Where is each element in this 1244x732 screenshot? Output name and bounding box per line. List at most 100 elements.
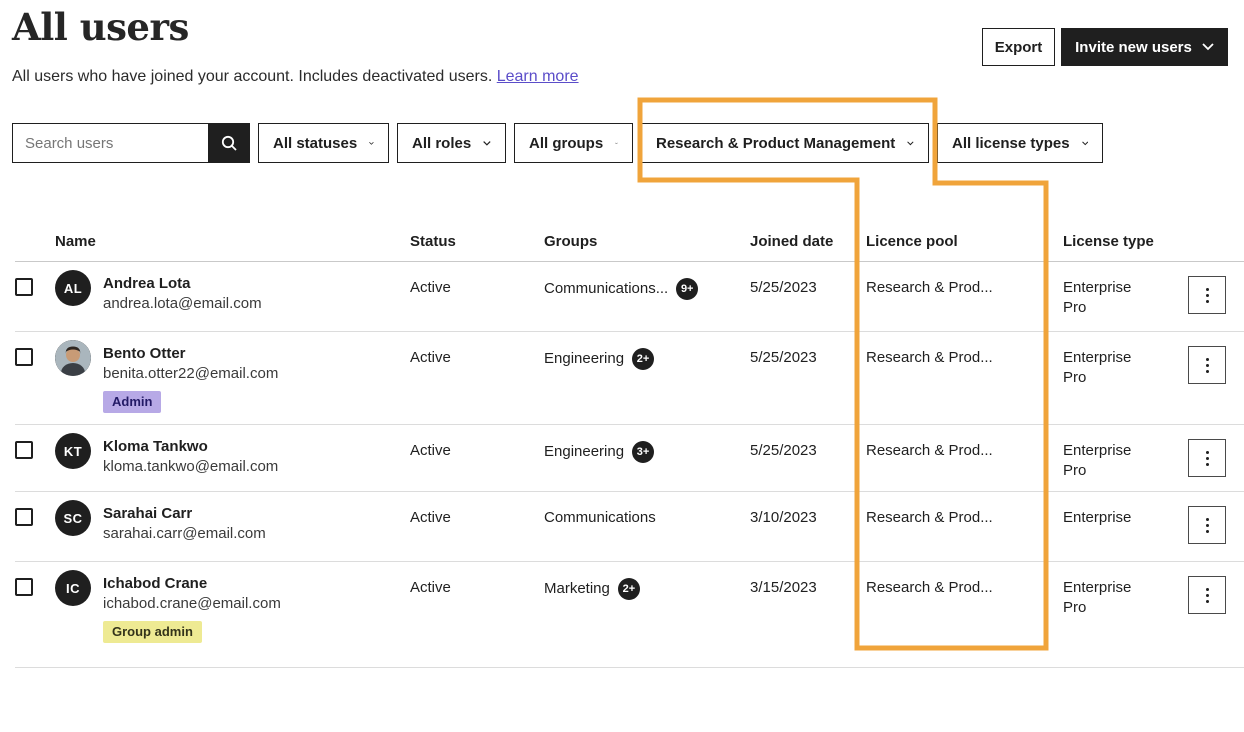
column-header-groups: Groups	[544, 233, 598, 250]
column-header-joined-date: Joined date	[750, 233, 834, 250]
table-row: Bento Otter benita.otter22@email.com Adm…	[15, 332, 1244, 425]
filter-all-groups[interactable]: All groups	[514, 123, 633, 163]
row-checkbox[interactable]	[15, 278, 33, 296]
column-header-status: Status	[410, 233, 456, 250]
license-type-value: Enterprise Pro	[1063, 579, 1132, 616]
chevron-down-icon	[615, 142, 618, 144]
table-row: KT Kloma Tankwo kloma.tankwo@email.com A…	[15, 425, 1244, 492]
joined-date: 5/25/2023	[750, 279, 817, 296]
status-text: Active	[410, 349, 451, 366]
user-name: Sarahai Carr	[103, 505, 193, 522]
kebab-icon	[1205, 450, 1209, 466]
group-count-badge[interactable]: 2+	[617, 578, 640, 600]
group-name: Engineering	[544, 350, 625, 367]
status-text: Active	[410, 509, 451, 526]
avatar: AL	[55, 270, 91, 306]
page-subtitle: All users who have joined your account. …	[12, 68, 579, 86]
search-icon	[221, 135, 237, 151]
licence-pool-value: Research & Prod...	[866, 349, 993, 366]
filter-all-statuses[interactable]: All statuses	[258, 123, 389, 163]
search-button[interactable]	[208, 123, 250, 163]
table-row: SC Sarahai Carr sarahai.carr@email.com A…	[15, 492, 1244, 562]
avatar: SC	[55, 500, 91, 536]
avatar: IC	[55, 570, 91, 606]
learn-more-link[interactable]: Learn more	[496, 68, 579, 85]
group-count-badge[interactable]: 3+	[632, 441, 655, 463]
group-name: Marketing	[544, 580, 610, 597]
user-name: Kloma Tankwo	[103, 438, 208, 455]
row-checkbox[interactable]	[15, 508, 33, 526]
column-header-name: Name	[55, 233, 96, 250]
kebab-icon	[1205, 587, 1209, 603]
group-name: Communications...	[544, 280, 669, 297]
licence-pool-value: Research & Prod...	[866, 579, 993, 596]
search-field	[12, 123, 250, 163]
group-count-badge[interactable]: 2+	[632, 348, 655, 370]
avatar-initials: SC	[63, 510, 83, 526]
row-checkbox[interactable]	[15, 441, 33, 459]
column-header-license-type: License type	[1063, 233, 1154, 250]
search-input[interactable]	[12, 123, 208, 163]
invite-new-users-label: Invite new users	[1075, 38, 1192, 56]
license-type-value: Enterprise Pro	[1063, 349, 1132, 386]
kebab-icon	[1205, 357, 1209, 373]
filter-all-license-types[interactable]: All license types	[937, 123, 1103, 163]
user-email: andrea.lota@email.com	[103, 295, 262, 312]
user-name: Andrea Lota	[103, 275, 191, 292]
row-actions-button[interactable]	[1188, 439, 1226, 477]
chevron-down-icon	[907, 140, 914, 145]
avatar-initials: IC	[66, 580, 80, 596]
license-type-value: Enterprise Pro	[1063, 279, 1132, 316]
row-actions-button[interactable]	[1188, 346, 1226, 384]
user-email: benita.otter22@email.com	[103, 365, 279, 382]
table-row: AL Andrea Lota andrea.lota@email.com Act…	[15, 262, 1244, 332]
chevron-down-icon	[1081, 141, 1088, 145]
filter-bar: All statuses All roles All groups Resear…	[12, 123, 1103, 163]
joined-date: 5/25/2023	[750, 442, 817, 459]
joined-date: 3/15/2023	[750, 579, 817, 596]
filter-all-roles[interactable]: All roles	[397, 123, 506, 163]
user-email: sarahai.carr@email.com	[103, 525, 266, 542]
admin-badge: Admin	[103, 391, 162, 413]
row-actions-button[interactable]	[1188, 276, 1226, 314]
filter-label: All statuses	[273, 134, 358, 152]
filter-label: All roles	[412, 134, 472, 152]
table-header-row: Name Status Groups Joined date Licence p…	[15, 222, 1244, 262]
chevron-down-icon	[483, 140, 491, 146]
invite-new-users-button[interactable]: Invite new users	[1061, 28, 1228, 66]
row-checkbox[interactable]	[15, 578, 33, 596]
row-actions-button[interactable]	[1188, 506, 1226, 544]
joined-date: 3/10/2023	[750, 509, 817, 526]
group-admin-badge: Group admin	[103, 621, 202, 643]
avatar-photo	[55, 340, 91, 376]
avatar-initials: KT	[63, 443, 83, 459]
status-text: Active	[410, 442, 451, 459]
status-text: Active	[410, 579, 451, 596]
avatar-initials: AL	[63, 280, 83, 296]
joined-date: 5/25/2023	[750, 349, 817, 366]
licence-pool-value: Research & Prod...	[866, 279, 993, 296]
licence-pool-value: Research & Prod...	[866, 442, 993, 459]
avatar: KT	[55, 433, 91, 469]
export-button[interactable]: Export	[982, 28, 1055, 66]
user-email: kloma.tankwo@email.com	[103, 458, 279, 475]
row-checkbox[interactable]	[15, 348, 33, 366]
user-email: ichabod.crane@email.com	[103, 595, 281, 612]
license-type-value: Enterprise Pro	[1063, 442, 1132, 479]
filter-licence-pool[interactable]: Research & Product Management	[641, 123, 929, 163]
user-name: Ichabod Crane	[103, 575, 208, 592]
table-row: IC Ichabod Crane ichabod.crane@email.com…	[15, 562, 1244, 668]
licence-pool-value: Research & Prod...	[866, 509, 993, 526]
group-name: Engineering	[544, 443, 625, 460]
chevron-down-icon	[1202, 43, 1214, 51]
row-actions-button[interactable]	[1188, 576, 1226, 614]
filter-label: All license types	[952, 134, 1070, 152]
kebab-icon	[1205, 287, 1209, 303]
filter-label: Research & Product Management	[656, 134, 896, 152]
users-table: Name Status Groups Joined date Licence p…	[15, 222, 1244, 668]
user-photo	[55, 340, 91, 376]
status-text: Active	[410, 279, 451, 296]
group-count-badge[interactable]: 9+	[676, 278, 699, 300]
kebab-icon	[1205, 517, 1209, 533]
